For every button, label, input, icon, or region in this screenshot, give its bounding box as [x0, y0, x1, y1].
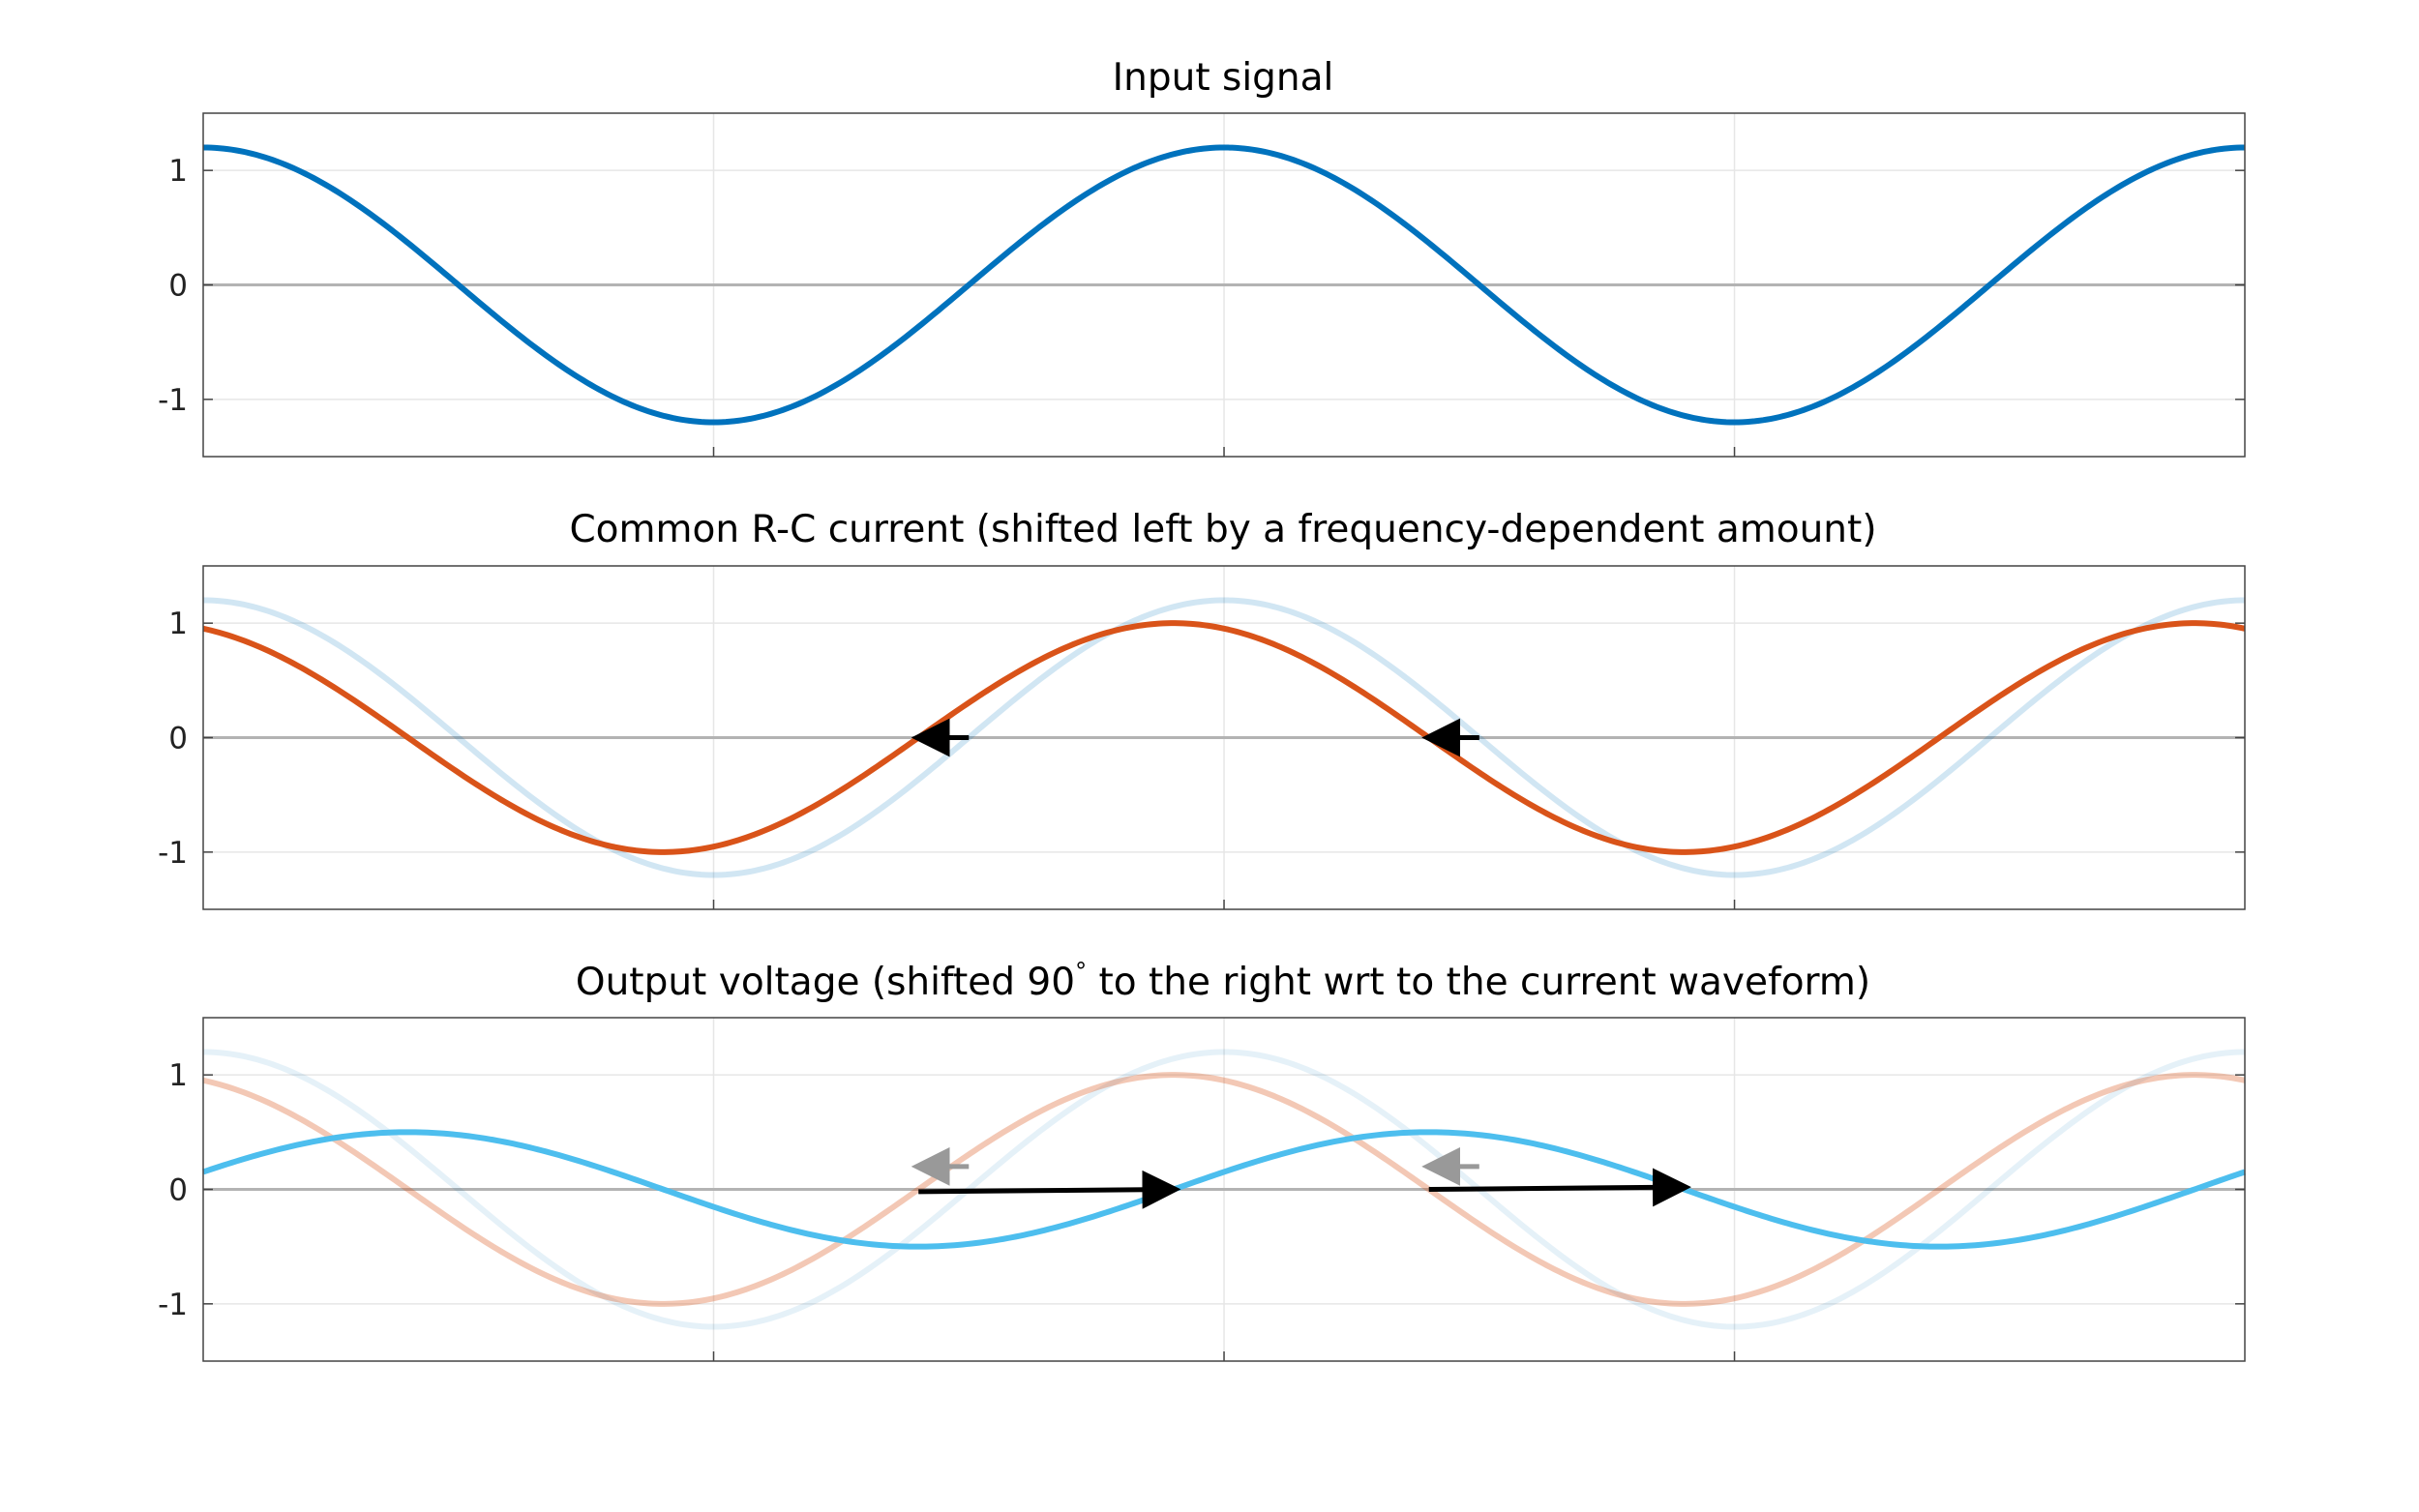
arrows-3	[911, 1146, 1691, 1209]
subplot-input-signal: Input signal 1 0 -1	[158, 56, 2246, 458]
plot-frame-3	[202, 1017, 2246, 1362]
grid-1	[203, 113, 2245, 457]
series-layer-3	[202, 1049, 2246, 1330]
subplot-output-voltage: Output voltage (shifted 90° to the right…	[158, 958, 2246, 1362]
y-axis-2: 1 0 -1	[158, 607, 2245, 909]
chart-title-3-part-2: to the right wrt to the current waveform…	[1087, 961, 1870, 1004]
y-tick-label: -1	[158, 1288, 188, 1322]
grid-2	[203, 566, 2245, 909]
series-current	[202, 620, 2246, 855]
series-output	[202, 1129, 2246, 1250]
shift-arrow-4	[1428, 1168, 1691, 1207]
subplot-common-rc-current: Common R-C current (shifted left by a fr…	[158, 508, 2246, 910]
chart-title-3: Output voltage (shifted 90° to the right…	[576, 958, 1870, 1004]
y-axis-1: 1 0 -1	[158, 154, 2245, 457]
y-tick-label: 0	[168, 1173, 188, 1208]
y-axis-3: 1 0 -1	[158, 1058, 2245, 1361]
series-input	[202, 1049, 2246, 1330]
chart-title-2: Common R-C current (shifted left by a fr…	[569, 508, 1876, 551]
y-tick-label: 1	[168, 607, 188, 641]
series-layer-2	[202, 597, 2246, 878]
plot-frame-1	[202, 112, 2246, 458]
series-layer-1	[202, 144, 2246, 426]
series-input	[202, 597, 2246, 878]
y-tick-label: 0	[168, 269, 188, 304]
y-tick-label: 1	[168, 154, 188, 189]
series-current	[202, 1072, 2246, 1307]
grid-3	[203, 1018, 2245, 1361]
chart-title-3-degree-sign: °	[1075, 958, 1087, 985]
y-tick-label: 1	[168, 1058, 188, 1093]
y-tick-label: -1	[158, 383, 188, 418]
chart-title-1: Input signal	[1113, 56, 1334, 100]
shift-arrow-3	[918, 1170, 1181, 1209]
plot-frame-2	[202, 565, 2246, 910]
y-tick-label: 0	[168, 722, 188, 756]
chart-title-3-part-1: Output voltage (shifted 90	[576, 961, 1075, 1004]
y-tick-label: -1	[158, 836, 188, 871]
series-input	[202, 144, 2246, 426]
